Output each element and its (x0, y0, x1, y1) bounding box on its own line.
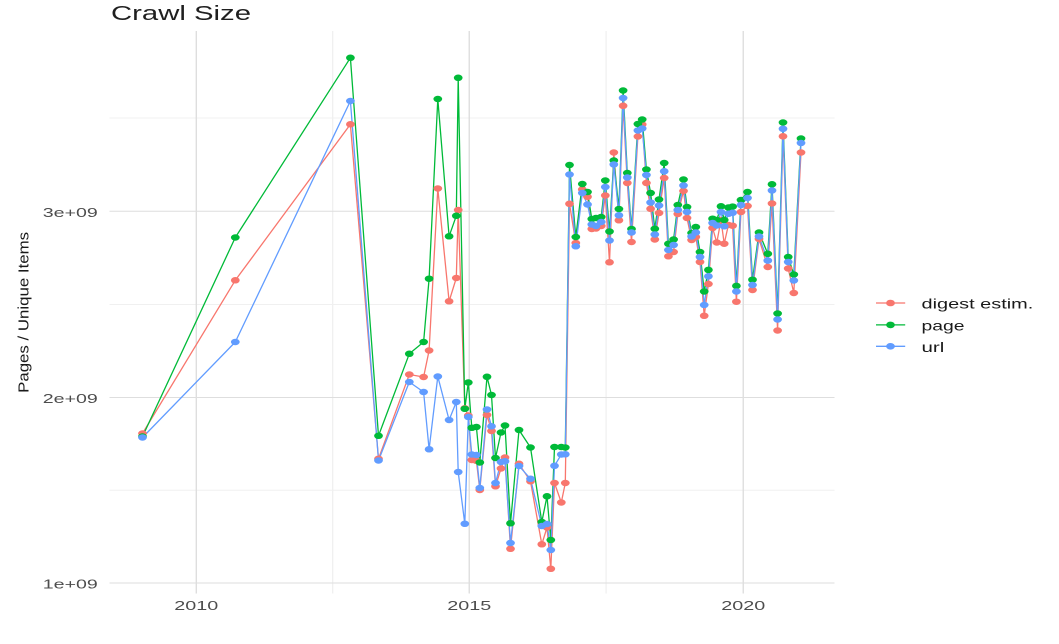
svg-text:Crawl Size: Crawl Size (111, 3, 251, 25)
svg-text:1e+09: 1e+09 (43, 577, 98, 592)
svg-text:url: url (922, 339, 945, 355)
svg-text:3e+09: 3e+09 (43, 205, 98, 220)
svg-text:digest estim.: digest estim. (922, 296, 1034, 312)
svg-text:page: page (922, 318, 965, 334)
svg-text:2e+09: 2e+09 (43, 391, 98, 406)
svg-text:2020: 2020 (721, 598, 765, 613)
svg-text:Pages / Unique Items: Pages / Unique Items (16, 232, 33, 393)
svg-text:2010: 2010 (174, 598, 218, 613)
svg-text:2015: 2015 (447, 598, 491, 613)
